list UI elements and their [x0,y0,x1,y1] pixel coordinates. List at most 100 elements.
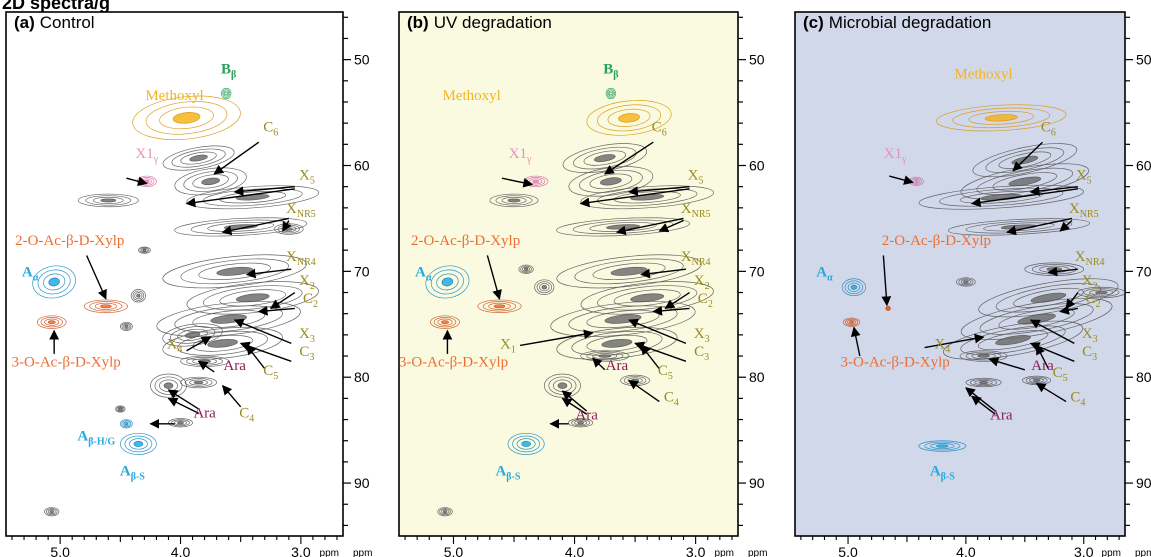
contour-cluster [174,217,308,237]
annotation-arrow [628,185,690,197]
annotation-arrow [1029,185,1078,196]
annotation-arrow [628,379,660,403]
annotation-arrow [501,177,534,188]
contour-cluster [162,145,235,171]
peak-label: XNR5 [1069,201,1099,220]
x-tick-label: 4.0 [956,544,976,557]
y-tick-label: 80 [1136,369,1151,385]
spectrum-panel-1: (a) Control Methoxyl Bβ C6 X1γ X5 XNR5 2-O-Ac-β-… [5,11,372,557]
contour-acetyl [842,317,861,327]
y-tick-label: 90 [354,475,370,491]
annotation-arrow [213,141,260,175]
annotation-arrow [561,390,588,412]
peak-label: C6 [263,120,278,139]
contour-cluster [180,376,217,389]
annotation-arrow [126,176,148,187]
contour-cluster [580,281,714,315]
peak-label: Ara [575,408,598,424]
spectrum-panel-2: (b) UV degradation Methoxyl Bβ C6 X1γ X5 XNR5 2-… [398,11,767,557]
annotation-arrow [185,188,295,208]
y-tick-label: 50 [749,52,765,68]
contour-a [119,419,133,429]
peak-label: XNR4 [286,249,316,268]
peak-label: C5 [658,363,673,382]
x-unit-label: ppm [320,548,339,557]
contour-cluster [556,254,702,289]
peak-label: Ara [193,405,216,421]
peak-label: Aβ-S [930,464,955,483]
y-tick-label: 60 [354,157,370,173]
annotation-arrow [167,389,199,410]
peak-label: XNR5 [681,201,711,220]
peak-label: Aβ-S [495,464,520,483]
panel-title: (a) Control [14,13,95,32]
panel-frame [794,11,1126,537]
annotation-arrow [561,397,588,415]
peak-label: X1γ [884,146,907,165]
contour-b-beta [221,87,232,100]
contour-cluster [162,254,307,289]
annotation-arrow [988,357,1026,371]
panel-letter: (c) [803,13,824,32]
peak-label: X1γ [135,146,158,165]
peak-label: X2 [1082,273,1098,292]
peak-label: X5 [299,167,315,186]
contour-cluster [556,326,678,360]
annotation-arrow [269,291,296,309]
y-tick-label: 60 [749,157,765,173]
peak-label: C6 [1041,120,1056,139]
contour-cluster [568,418,594,428]
contour-cluster [534,279,555,295]
peak-label: 3-O-Ac-β-D-Xylp [12,355,121,371]
annotation-arrow [85,255,107,300]
contour-cluster [44,507,60,517]
peak-label: XNR4 [681,249,711,268]
contour-cluster [580,350,630,362]
peak-label: C5 [263,363,278,382]
annotation-arrow [924,333,985,349]
annotation-arrow [628,318,687,344]
y-tick-label: 60 [1136,157,1151,173]
x-tick-label: 5.0 [838,544,858,557]
contour-cluster [518,264,534,274]
panel-title: (b) UV degradation [407,13,552,32]
contour-a [119,432,157,455]
y-axis: 50 60 70 80 90 ppm [738,16,767,557]
x-tick-label: 5.0 [444,544,464,557]
peak-label: C3 [694,344,709,363]
peak-label: XNR5 [286,201,316,220]
x-tick-label: 4.0 [565,544,585,557]
panel-name: Control [40,13,95,32]
contour-cluster [130,288,146,303]
peak-label: C4 [1070,390,1085,409]
contour-cluster [489,193,539,208]
annotation-arrow [1035,382,1067,403]
annotation-arrow [1012,141,1043,172]
contour-cluster [978,278,1119,318]
peak-label: Bβ [221,61,236,80]
contour-a [507,432,545,455]
annotation-arrow [592,357,606,371]
peak-label: 2-O-Ac-β-D-Xylp [15,233,124,249]
contour-acetyl [885,305,891,311]
contour-cluster [959,350,1008,362]
annotation-arrow [167,397,199,414]
x-axis: 5.0 4.0 3.0 ppm [404,536,734,557]
annotation-arrow [222,384,242,408]
x-unit-label: ppm [715,548,734,557]
peak-label: C3 [1082,344,1097,363]
y-tick-label: 80 [749,369,765,385]
peak-label: Ara [990,408,1013,424]
x-tick-label: 5.0 [50,544,70,557]
annotation-arrow [658,219,684,233]
contour-cluster [956,277,976,287]
panel-letter: (b) [407,13,429,32]
annotation-arrow [640,344,660,370]
y-tick-label: 70 [1136,263,1151,279]
annotation-arrow [1047,266,1078,277]
annotation-arrow [1029,319,1075,344]
panel-name: UV degradation [434,13,552,32]
peak-label: C5 [1053,365,1068,384]
contour-methoxyl [586,100,672,136]
